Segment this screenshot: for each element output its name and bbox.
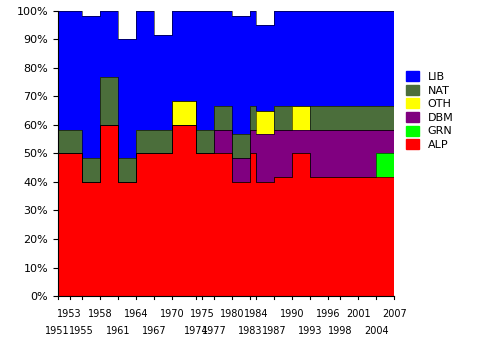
Text: 2007: 2007 — [381, 309, 406, 319]
Text: 1990: 1990 — [279, 309, 304, 319]
Text: 1951: 1951 — [45, 326, 70, 336]
Text: 2001: 2001 — [345, 309, 370, 319]
Text: 1975: 1975 — [189, 309, 214, 319]
Text: 1998: 1998 — [327, 326, 352, 336]
Text: 1953: 1953 — [57, 309, 82, 319]
Text: 1974: 1974 — [183, 326, 208, 336]
Text: 1996: 1996 — [315, 309, 340, 319]
Text: 1970: 1970 — [159, 309, 184, 319]
Text: 1955: 1955 — [69, 326, 94, 336]
Text: 1980: 1980 — [219, 309, 244, 319]
Legend: LIB, NAT, OTH, DBM, GRN, ALP: LIB, NAT, OTH, DBM, GRN, ALP — [403, 69, 455, 152]
Text: 1987: 1987 — [261, 326, 286, 336]
Text: 1984: 1984 — [243, 309, 268, 319]
Text: 1993: 1993 — [298, 326, 322, 336]
Text: 1983: 1983 — [238, 326, 262, 336]
Text: 2004: 2004 — [363, 326, 388, 336]
Text: 1967: 1967 — [141, 326, 166, 336]
Text: 1958: 1958 — [87, 309, 112, 319]
Text: 1961: 1961 — [106, 326, 130, 336]
Text: 1964: 1964 — [123, 309, 148, 319]
Text: 1977: 1977 — [201, 326, 226, 336]
